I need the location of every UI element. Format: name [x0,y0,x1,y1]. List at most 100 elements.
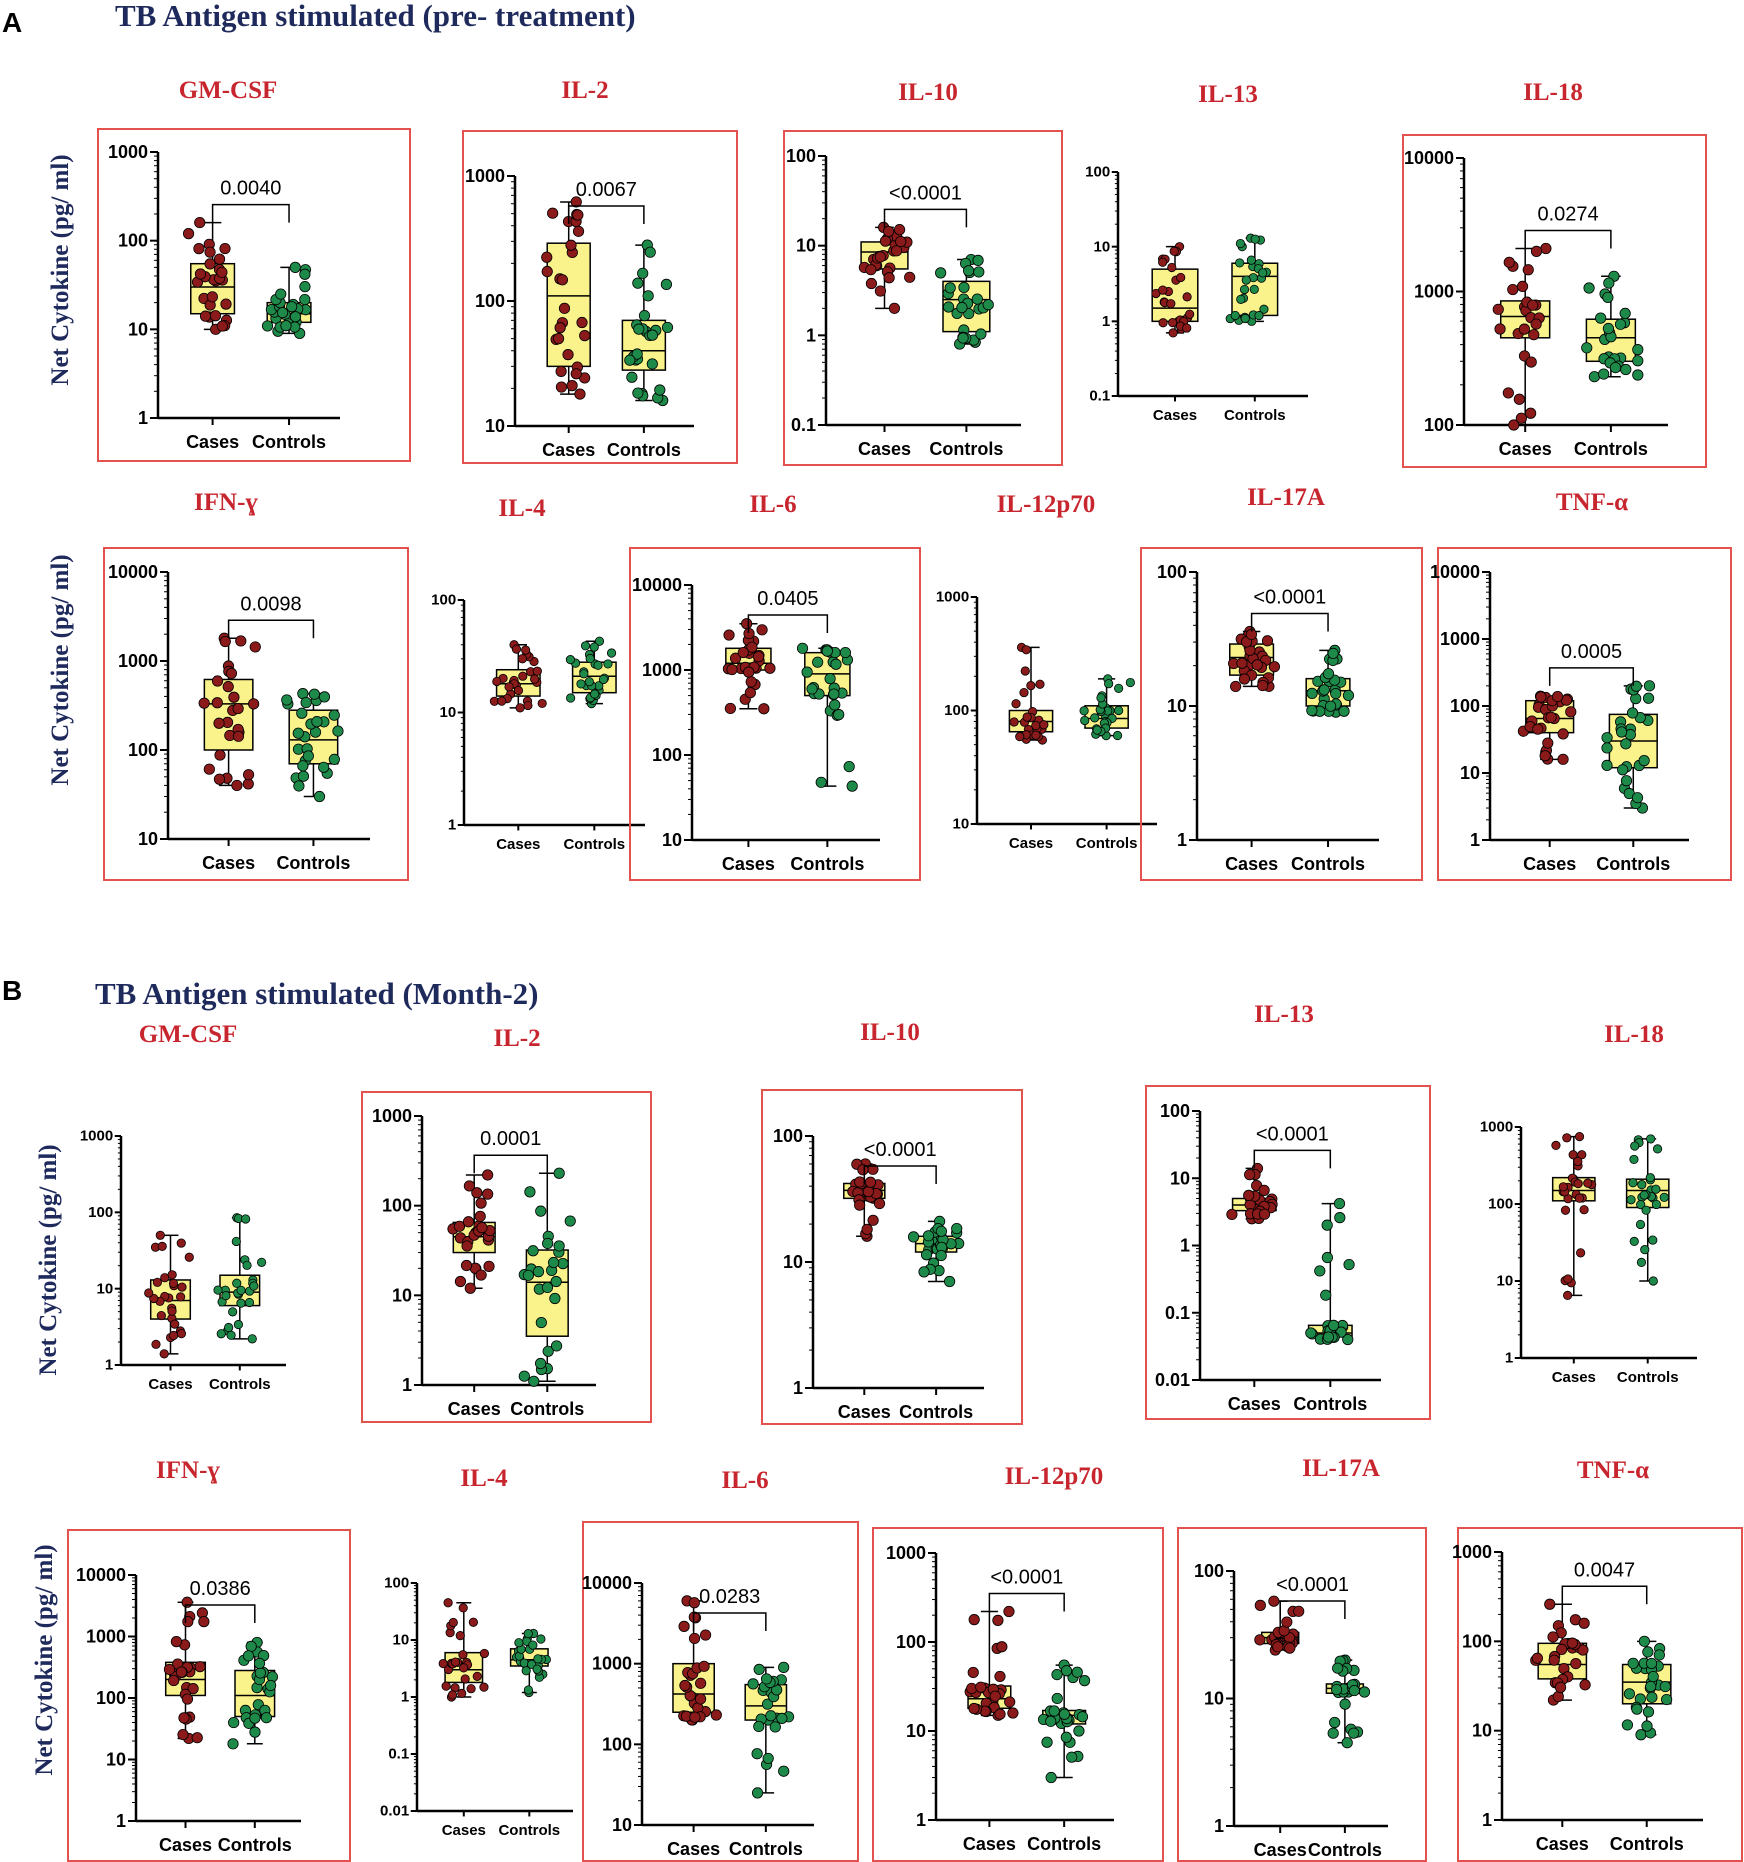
data-point [963,265,975,277]
data-point [1602,322,1614,335]
data-point [296,707,308,719]
y-tick-label: 1000 [1414,282,1454,302]
y-tick-label: 100 [382,1196,412,1216]
y-tick-label: 0.1 [388,1746,409,1763]
data-point [222,681,234,693]
data-point [214,749,226,761]
data-point [1648,1235,1658,1245]
y-tick-label: 100 [96,1688,126,1708]
data-point [1007,1707,1019,1719]
data-point [460,1259,473,1272]
data-point [576,679,586,689]
data-point [476,1222,488,1234]
data-point [570,368,582,380]
significance-bracket [567,205,645,224]
data-point [1348,1684,1360,1697]
data-point [743,666,755,678]
y-tick-label: 10 [1167,696,1187,716]
category-label: Cases [838,1402,891,1422]
data-point [1045,1715,1057,1727]
category-label: Cases [1552,1369,1596,1386]
data-point [168,1278,179,1288]
y-tick-label: 1 [806,325,816,345]
chart-b-ifn-: IFN-ɣ 1 10 100 1000 10000 Cases Controls 0.0386 [67,1457,351,1862]
data-point [895,235,907,248]
data-point [594,636,605,646]
data-point [475,1197,487,1209]
data-point [918,1266,930,1278]
data-point [482,1169,494,1181]
data-point [537,698,547,709]
data-point [572,209,584,221]
data-point [994,1708,1006,1720]
data-point [1320,1289,1332,1301]
chart-a-il-4: IL-4 1 10 100 Cases Controls [431,495,645,853]
data-point [1626,1195,1636,1205]
data-point [555,365,567,377]
data-point [209,310,222,322]
highlight-frame [97,128,411,462]
category-label: Controls [1596,854,1670,874]
y-tick-label: 10 [393,1632,410,1649]
data-point [1632,369,1644,381]
data-point [497,696,507,706]
chart-b-il-6: IL-6 10 100 1000 10000 Cases Controls 0.0283 [582,1467,859,1862]
data-point [1563,1274,1573,1284]
data-point [994,1670,1006,1683]
data-point [297,760,309,772]
data-point [1009,717,1019,727]
data-point [249,1712,261,1724]
chart-title: IL-13 [1254,1001,1314,1028]
data-point [833,709,845,721]
y-tick-label: 10000 [632,575,682,595]
data-point [482,1188,494,1200]
data-point [463,1180,476,1192]
data-point [688,1597,700,1609]
data-point [764,662,776,674]
data-point [1507,283,1519,296]
data-point [1636,1200,1646,1210]
data-point [550,1340,563,1352]
data-point [308,688,320,700]
data-point [801,666,813,678]
data-point [631,348,643,360]
category-label: Cases [1009,835,1053,852]
data-point [1651,1184,1661,1194]
data-point [1168,328,1178,338]
y-tick-label: 1 [1214,1816,1224,1836]
chart-title: IL-13 [1198,81,1258,108]
data-point [276,307,289,319]
data-point [1249,284,1259,294]
data-point [944,282,956,294]
data-point [1518,323,1530,335]
data-point [535,1316,547,1329]
data-point [1568,1150,1578,1160]
chart-title: IFN-ɣ [194,489,258,516]
data-point [1562,1133,1572,1143]
data-point [483,1260,495,1272]
chart-a-ifn-: IFN-ɣ 10 100 1000 10000 Cases Controls 0.0098 [103,489,409,881]
data-point [585,653,595,664]
data-point [318,761,330,773]
data-point [181,1693,194,1705]
data-point [1090,713,1100,723]
data-point [992,1614,1004,1626]
data-point [226,1330,236,1340]
data-point [1039,720,1049,730]
data-point [549,1292,561,1305]
y-tick-label: 10 [796,236,816,256]
chart-b-il-2: IL-2 1 10 100 1000 Cases Controls 0.0001 [361,1025,652,1423]
y-tick-label: 1000 [936,589,969,606]
category-label: Controls [607,440,681,460]
p-value-label: 0.0283 [699,1586,760,1608]
data-point [522,1269,534,1281]
data-point [513,685,524,696]
y-tick-label: 10 [138,829,158,849]
data-point [475,1269,487,1281]
data-point [1341,1737,1353,1749]
data-point [167,1270,177,1280]
data-point [216,1329,226,1339]
data-point [778,1661,790,1673]
chart-b-tnf-: TNF-α 1 10 100 1000 Cases Controls 0.0047 [1452,1457,1743,1862]
data-point [1236,294,1246,304]
